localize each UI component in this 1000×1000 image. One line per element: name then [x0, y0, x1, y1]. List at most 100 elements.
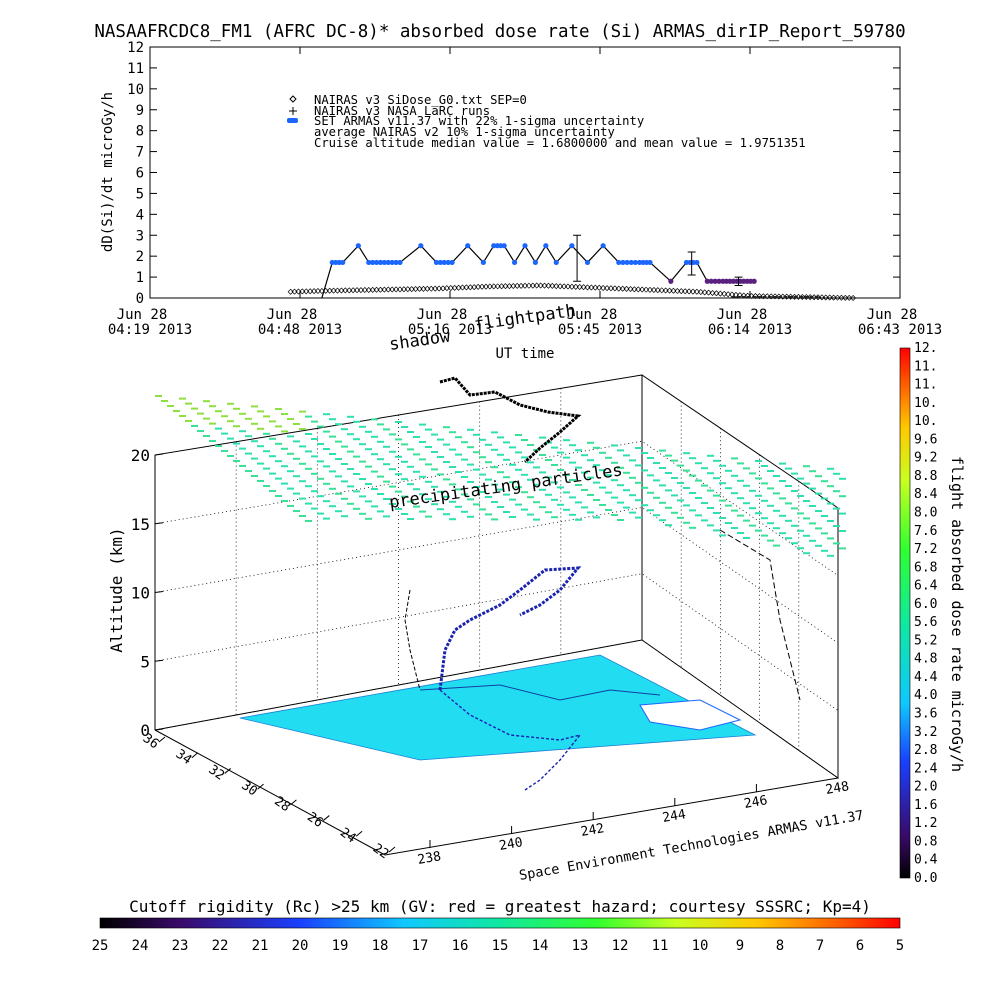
particle-mark	[407, 448, 414, 451]
particle-mark	[533, 483, 540, 486]
particle-mark	[701, 467, 708, 470]
particle-mark	[767, 539, 774, 542]
particle-mark	[713, 494, 720, 497]
particle-mark	[839, 477, 846, 480]
particle-mark	[779, 497, 786, 500]
particle-mark	[401, 478, 408, 481]
armas-point	[465, 243, 471, 249]
particle-mark	[503, 476, 510, 479]
particle-mark	[809, 487, 816, 490]
particle-mark	[647, 491, 654, 494]
particle-mark	[731, 492, 738, 495]
bottom-colorbar-tick: 23	[172, 938, 189, 954]
particle-mark	[707, 507, 714, 509]
particle-mark	[767, 504, 774, 507]
armas-point	[370, 259, 376, 266]
particle-mark	[521, 508, 528, 511]
particle-mark	[329, 418, 336, 421]
particle-mark	[743, 519, 750, 522]
particle-mark	[383, 428, 390, 431]
particle-mark	[491, 448, 498, 451]
armas-point	[628, 259, 634, 266]
lon-tick-label: 242	[580, 821, 606, 840]
particle-mark	[233, 442, 240, 445]
bottom-colorbar-tick: 5	[896, 938, 904, 954]
y-tick-label: 9	[136, 103, 144, 119]
particle-mark	[509, 516, 516, 518]
z-tick-label: 5	[140, 652, 150, 671]
x-tick-time: 06:43 2013	[858, 322, 942, 338]
armas-point	[751, 278, 757, 284]
armas-point	[511, 259, 518, 266]
particle-mark	[389, 468, 396, 471]
particle-mark	[323, 413, 330, 416]
particle-mark	[251, 422, 258, 425]
particle-mark	[377, 458, 384, 461]
particle-mark	[269, 490, 276, 492]
particle-mark	[803, 517, 810, 520]
armas-point	[668, 278, 674, 284]
particle-mark	[695, 462, 702, 465]
particle-mark	[569, 496, 576, 499]
particle-mark	[485, 496, 492, 498]
particle-mark	[653, 496, 660, 499]
bottom-colorbar-tick: 7	[816, 938, 824, 954]
y-tick-label: 8	[136, 124, 144, 140]
particle-mark	[407, 500, 414, 503]
armas-point	[553, 259, 559, 266]
wall-grid	[154, 388, 839, 779]
right-colorbar-tick: 3.2	[914, 725, 937, 740]
particle-mark	[497, 453, 504, 456]
particle-mark	[659, 484, 666, 487]
particle-mark	[473, 451, 480, 454]
particle-mark	[467, 515, 474, 518]
particle-mark	[701, 502, 708, 504]
particle-mark	[599, 469, 606, 472]
particle-mark	[443, 478, 450, 481]
armas-point	[694, 259, 700, 266]
armas-point	[632, 259, 639, 266]
particle-mark	[623, 506, 630, 509]
particle-mark	[791, 507, 798, 510]
y-tick-label: 6	[136, 166, 144, 182]
particle-mark	[611, 479, 618, 482]
particle-mark	[455, 505, 462, 508]
particle-mark	[335, 423, 342, 426]
particle-mark	[689, 526, 696, 529]
particle-mark	[485, 443, 492, 446]
armas-point	[377, 259, 384, 266]
particle-mark	[425, 515, 432, 518]
lat-tick	[355, 830, 363, 837]
particle-mark	[677, 482, 684, 484]
particle-mark	[521, 491, 528, 494]
x-tick-date: Jun 28	[117, 307, 168, 323]
lat-tick-label: 28	[271, 794, 292, 815]
particle-mark	[599, 451, 606, 454]
armas-point	[600, 243, 606, 249]
particle-mark	[443, 495, 450, 498]
particle-mark	[215, 410, 222, 413]
ground-land-patch	[639, 699, 742, 731]
particle-mark	[467, 481, 474, 483]
particle-mark	[287, 452, 294, 455]
flight-path-3d	[438, 566, 582, 691]
particle-mark	[287, 418, 294, 420]
particle-mark	[461, 493, 468, 496]
armas-point	[441, 259, 447, 266]
particle-mark	[185, 402, 192, 405]
right-colorbar-tick: 1.6	[914, 798, 937, 813]
particle-mark	[821, 532, 828, 535]
particle-mark	[365, 430, 372, 433]
particle-mark	[341, 428, 348, 431]
particle-mark	[809, 522, 816, 525]
particle-mark	[695, 479, 702, 482]
particle-mark	[599, 504, 606, 506]
right-colorbar-tick: 9.6	[914, 432, 937, 447]
particle-mark	[821, 515, 828, 517]
particle-mark	[509, 446, 516, 449]
bottom-colorbar-label: Cutoff rigidity (Rc) >25 km (GV: red = g…	[129, 897, 871, 916]
particle-mark	[833, 507, 840, 510]
particle-mark	[653, 462, 660, 464]
particle-mark	[587, 511, 594, 514]
particle-mark	[833, 490, 840, 493]
